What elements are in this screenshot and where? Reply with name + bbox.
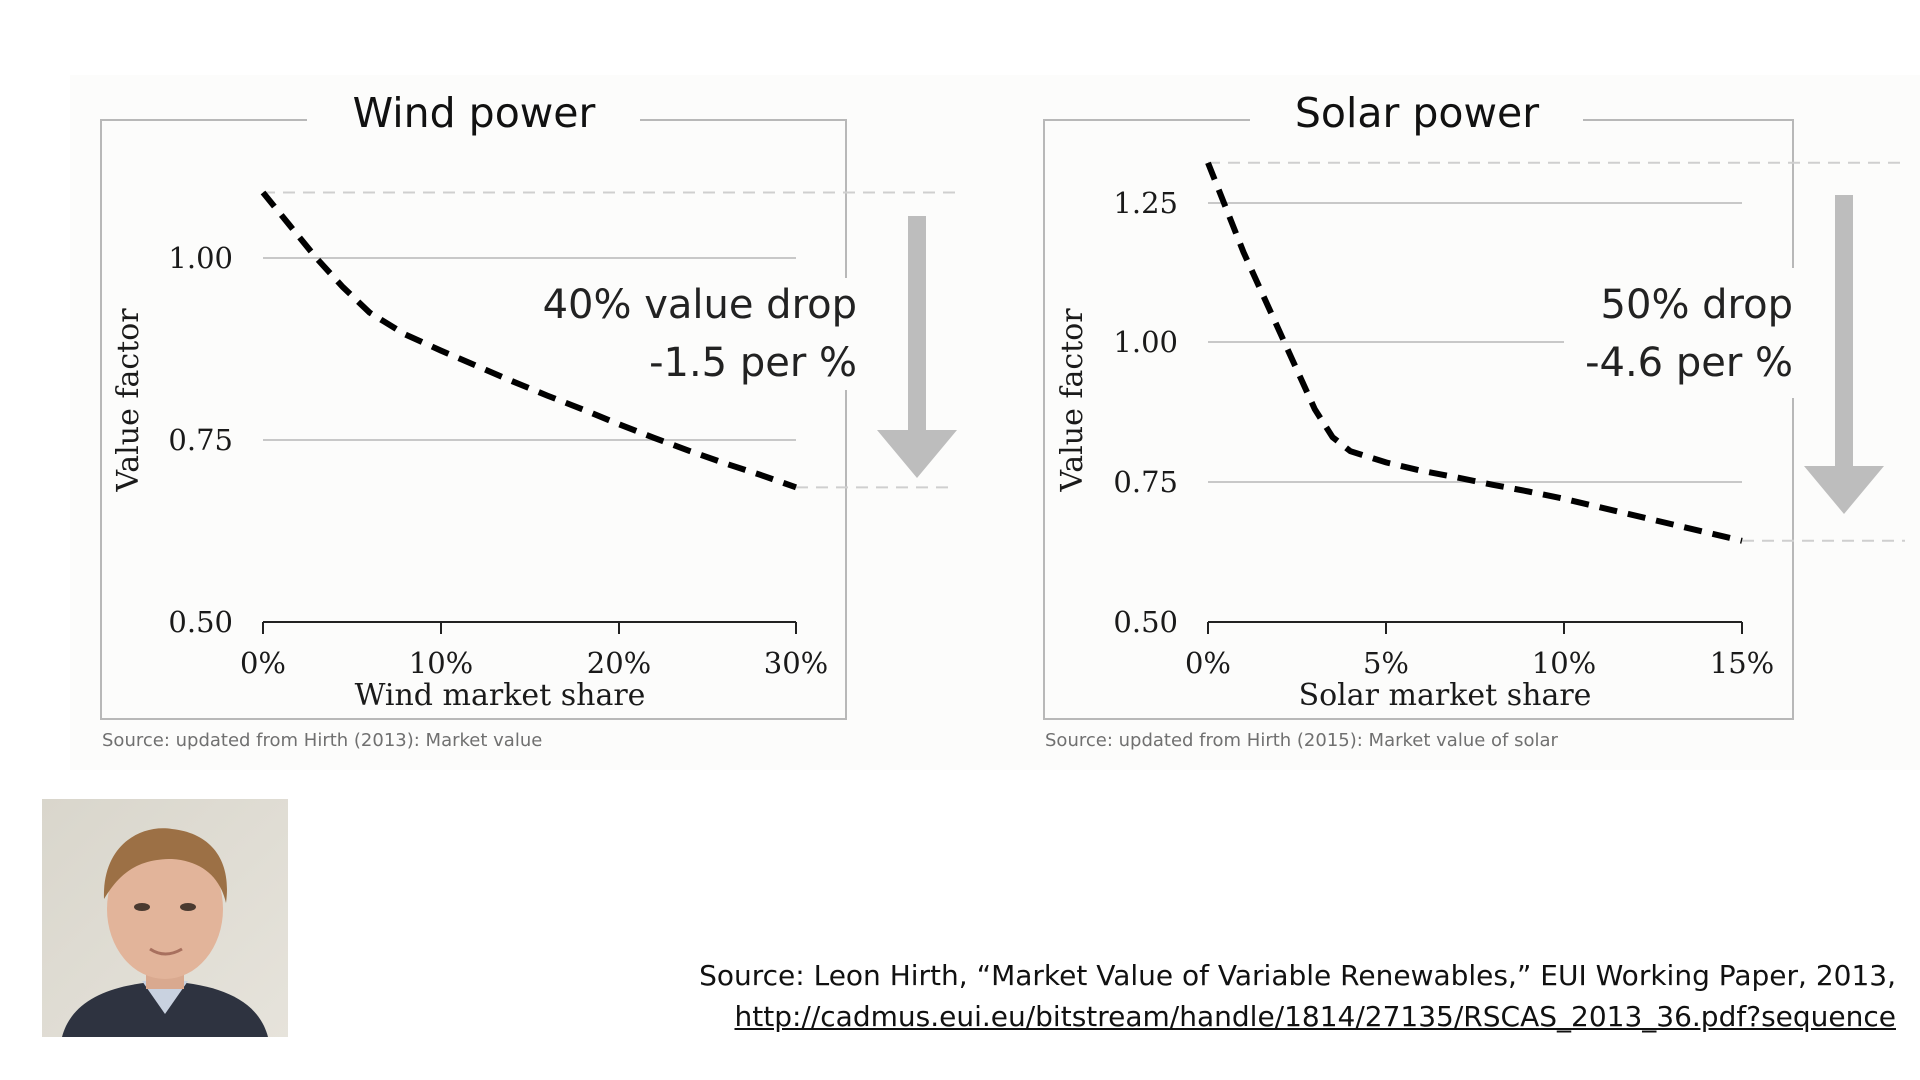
wind-y-tick-label: 0.75 — [168, 423, 233, 457]
solar-x-tick-label: 10% — [1532, 646, 1596, 680]
solar-chart-source: Source: updated from Hirth (2015): Marke… — [1045, 730, 1559, 751]
source-citation: Source: Leon Hirth, “Market Value of Var… — [699, 955, 1896, 1037]
wind-chart-source: Source: updated from Hirth (2013): Marke… — [102, 730, 542, 751]
wind-down-arrow-icon — [877, 216, 957, 478]
author-photo — [42, 799, 288, 1037]
citation-link[interactable]: http://cadmus.eui.eu/bitstream/handle/18… — [734, 1000, 1896, 1033]
wind-x-axis-title: Wind market share — [355, 678, 646, 713]
wind-value-factor-curve — [260, 190, 797, 491]
wind-annotation-rate: -1.5 per % — [649, 340, 857, 386]
solar-x-tick-label: 15% — [1710, 646, 1774, 680]
solar-y-axis-title: Value factor — [1055, 308, 1090, 493]
solar-y-tick-label: 1.00 — [1113, 325, 1178, 359]
solar-chart: Solar power 0% 5% 10% 15% 0.50 0.75 1.00… — [1043, 89, 1905, 751]
author-portrait-image — [42, 799, 288, 1037]
solar-y-tick-label: 1.25 — [1113, 186, 1178, 220]
wind-x-tick-label: 20% — [587, 646, 651, 680]
citation-text: Source: Leon Hirth, “Market Value of Var… — [699, 959, 1896, 992]
solar-y-tick-label: 0.75 — [1113, 465, 1178, 499]
solar-annotation-drop: 50% drop — [1601, 282, 1793, 328]
wind-chart-title: Wind power — [353, 89, 596, 137]
wind-x-tick-label: 30% — [764, 646, 828, 680]
solar-annotation-rate: -4.6 per % — [1585, 340, 1793, 386]
wind-y-axis-title: Value factor — [111, 308, 146, 493]
solar-chart-frame — [1043, 119, 1794, 720]
wind-chart: Wind power 0% 10% 20% 30% 0.50 0.75 1.00… — [100, 89, 957, 751]
wind-chart-frame — [100, 119, 847, 720]
wind-x-tick-label: 10% — [409, 646, 473, 680]
wind-y-tick-label: 0.50 — [168, 605, 233, 639]
solar-x-tick-label: 5% — [1363, 646, 1409, 680]
solar-x-axis-title: Solar market share — [1299, 678, 1592, 713]
solar-chart-title: Solar power — [1295, 89, 1539, 137]
solar-x-tick-label: 0% — [1185, 646, 1231, 680]
wind-x-tick-label: 0% — [240, 646, 286, 680]
solar-down-arrow-icon — [1804, 195, 1884, 514]
wind-y-tick-label: 1.00 — [168, 241, 233, 275]
wind-annotation-backdrop — [552, 278, 864, 390]
wind-annotation-drop: 40% value drop — [543, 282, 857, 328]
solar-annotation-backdrop — [1564, 268, 1808, 398]
figure-background — [70, 75, 1920, 770]
solar-value-factor-curve — [1205, 161, 1743, 544]
solar-y-tick-label: 0.50 — [1113, 605, 1178, 639]
